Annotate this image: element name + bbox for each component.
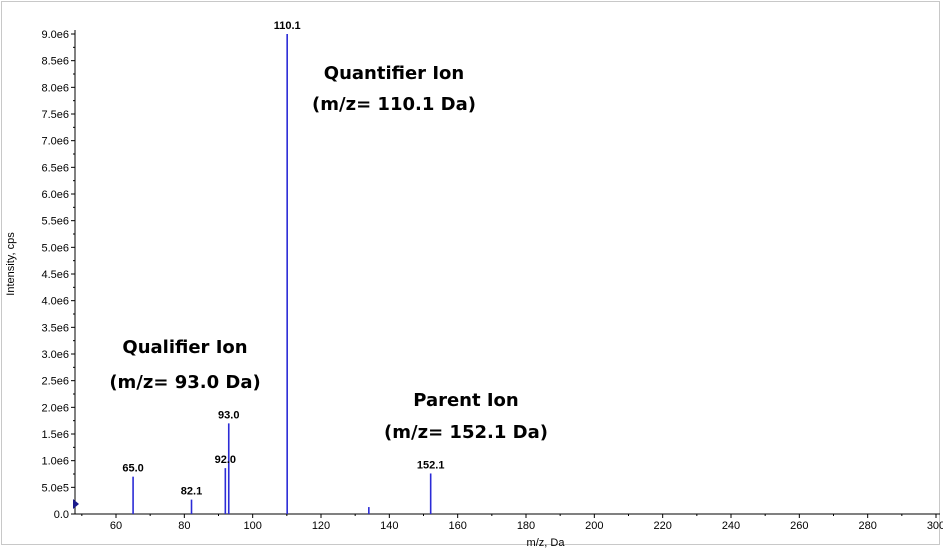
x-tick-label: 60 [110, 520, 122, 532]
y-tick-label: 5.0e6 [41, 242, 69, 254]
axes: 0.0 5.0e5 1.0e6 1.5e6 2.0e6 2.5e6 3.0e6 3.5e6 4.… [5, 29, 943, 548]
y-axis-label: Intensity, cps [5, 232, 17, 296]
x-tick-label: 180 [517, 520, 535, 532]
y-tick-label: 1.5e6 [41, 429, 69, 441]
cursor-marker [73, 499, 79, 509]
annotation-title: Qualifier Ion [122, 337, 247, 358]
x-tick-label: 300 [927, 520, 943, 532]
y-tick-label: 8.5e6 [41, 56, 69, 68]
y-tick-label: 1.0e6 [41, 456, 69, 468]
x-axis-label: m/z, Da [527, 537, 566, 548]
annotation-title: Quantifier Ion [324, 63, 464, 84]
annotation-subtitle: (m/z= 110.1 Da) [312, 94, 476, 115]
y-tick-label: 3.5e6 [41, 322, 69, 334]
y-tick-label: 5.5e6 [41, 216, 69, 228]
peak-label: 110.1 [274, 20, 301, 32]
peak-label: 82.1 [181, 486, 202, 498]
y-tick-label: 5.0e5 [41, 482, 69, 494]
peak-label: 92.0 [215, 454, 236, 466]
y-tick-label: 7.0e6 [41, 136, 69, 148]
y-tick-label: 6.5e6 [41, 162, 69, 174]
x-tick-label: 240 [722, 520, 740, 532]
peak-label: 152.1 [417, 459, 445, 471]
y-tick-label: 0.0 [54, 509, 69, 521]
x-tick-label: 160 [448, 520, 466, 532]
peak-label: 93.0 [218, 409, 239, 421]
x-tick-label: 220 [653, 520, 671, 532]
y-tick-label: 4.0e6 [41, 296, 69, 308]
peak-label: 65.0 [122, 463, 143, 475]
annotations: Quantifier Ion (m/z= 110.1 Da) Qualifier I… [109, 63, 548, 443]
x-tick-label: 260 [790, 520, 808, 532]
peaks [132, 34, 432, 514]
x-tick-label: 280 [858, 520, 876, 532]
annotation-subtitle: (m/z= 152.1 Da) [384, 422, 548, 443]
peak-labels: 65.0 82.1 92.0 93.0 110.1 152.1 [122, 20, 444, 498]
y-tick-label: 4.5e6 [41, 269, 69, 281]
y-tick-label: 3.0e6 [41, 349, 69, 361]
x-tick-label: 140 [380, 520, 398, 532]
x-tick-label: 100 [243, 520, 261, 532]
annotation-title: Parent Ion [413, 390, 519, 411]
y-tick-label: 7.5e6 [41, 109, 69, 121]
y-tick-label: 9.0e6 [41, 29, 69, 41]
x-tick-label: 80 [178, 520, 190, 532]
x-tick-label: 120 [312, 520, 330, 532]
y-tick-label: 8.0e6 [41, 82, 69, 94]
x-tick-label: 200 [585, 520, 603, 532]
y-tick-label: 6.0e6 [41, 189, 69, 201]
annotation-subtitle: (m/z= 93.0 Da) [109, 372, 260, 393]
y-tick-label: 2.0e6 [41, 402, 69, 414]
y-tick-label: 2.5e6 [41, 376, 69, 388]
